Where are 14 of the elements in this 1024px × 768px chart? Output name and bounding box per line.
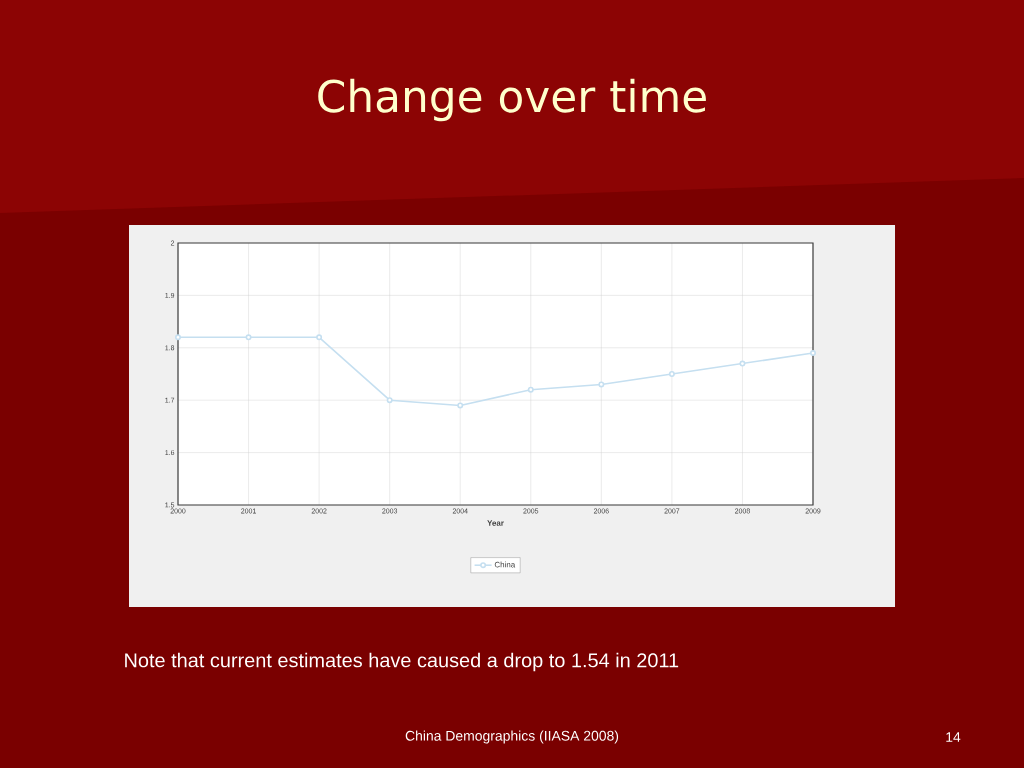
point <box>386 397 393 404</box>
point <box>668 371 675 377</box>
point <box>175 334 181 341</box>
point <box>245 334 252 341</box>
point <box>316 334 323 341</box>
text: 14 <box>946 732 961 742</box>
chart-title: Change over time <box>318 78 706 122</box>
text: China Demographics (IIASA 2008) <box>405 730 619 744</box>
point <box>457 402 464 409</box>
point <box>527 386 534 393</box>
point <box>598 381 605 388</box>
point <box>810 350 816 357</box>
point <box>739 360 746 367</box>
text: Note that current estimates have caused a drop to 1.54 in 2011 <box>125 652 679 672</box>
